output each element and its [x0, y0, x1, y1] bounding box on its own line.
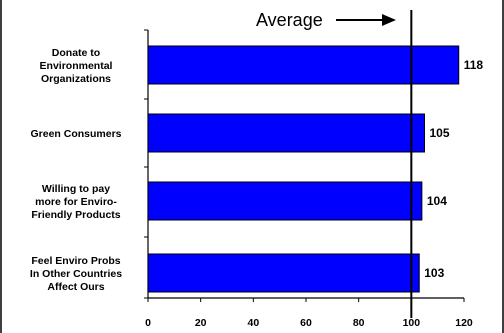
category-label-line: Donate to: [52, 47, 100, 59]
category-label-line: Affect Ours: [47, 281, 104, 293]
category-label-line: Willing to pay: [42, 183, 110, 195]
bar: [147, 113, 425, 153]
category-label: Feel Enviro Probs In Other Countries Affec…: [30, 255, 122, 293]
category-labels: Donate to Environmental Organizations Green…: [30, 47, 122, 293]
category-label-line: more for Enviro-: [35, 196, 117, 208]
bar: [147, 45, 460, 85]
x-axis-ticks: 0 20 40 60 80 100 120: [145, 298, 473, 329]
category-label-line: Feel Enviro Probs: [31, 255, 120, 267]
x-tick-label: 120: [455, 317, 473, 329]
average-label: Average: [256, 10, 323, 30]
average-reference: Average: [256, 10, 413, 318]
bar-series: [147, 45, 460, 293]
bar: [147, 253, 420, 293]
category-label: Green Consumers: [30, 128, 121, 140]
data-label: 104: [427, 194, 447, 208]
arrow-head: [382, 14, 396, 26]
category-label-line: Friendly Products: [31, 209, 120, 221]
category-label-line: In Other Countries: [30, 268, 122, 280]
category-label-line: Organizations: [41, 73, 111, 85]
data-label: 103: [424, 266, 444, 280]
category-label-line: Green Consumers: [30, 128, 121, 140]
data-labels: 118 105 104 103: [424, 58, 483, 280]
category-label: Donate to Environmental Organizations: [40, 47, 113, 85]
category-label-line: Environmental: [40, 60, 113, 72]
x-tick-label: 80: [353, 317, 365, 329]
x-tick-label: 40: [247, 317, 259, 329]
x-tick-label: 60: [300, 317, 312, 329]
x-tick-label: 20: [195, 317, 207, 329]
bar: [147, 181, 423, 221]
x-tick-label: 100: [403, 317, 421, 329]
data-label: 105: [430, 126, 450, 140]
data-label: 118: [464, 58, 484, 72]
category-label: Willing to pay more for Enviro-Friendly P…: [31, 183, 120, 221]
x-tick-label: 0: [145, 317, 151, 329]
arrow-icon: [336, 14, 396, 26]
